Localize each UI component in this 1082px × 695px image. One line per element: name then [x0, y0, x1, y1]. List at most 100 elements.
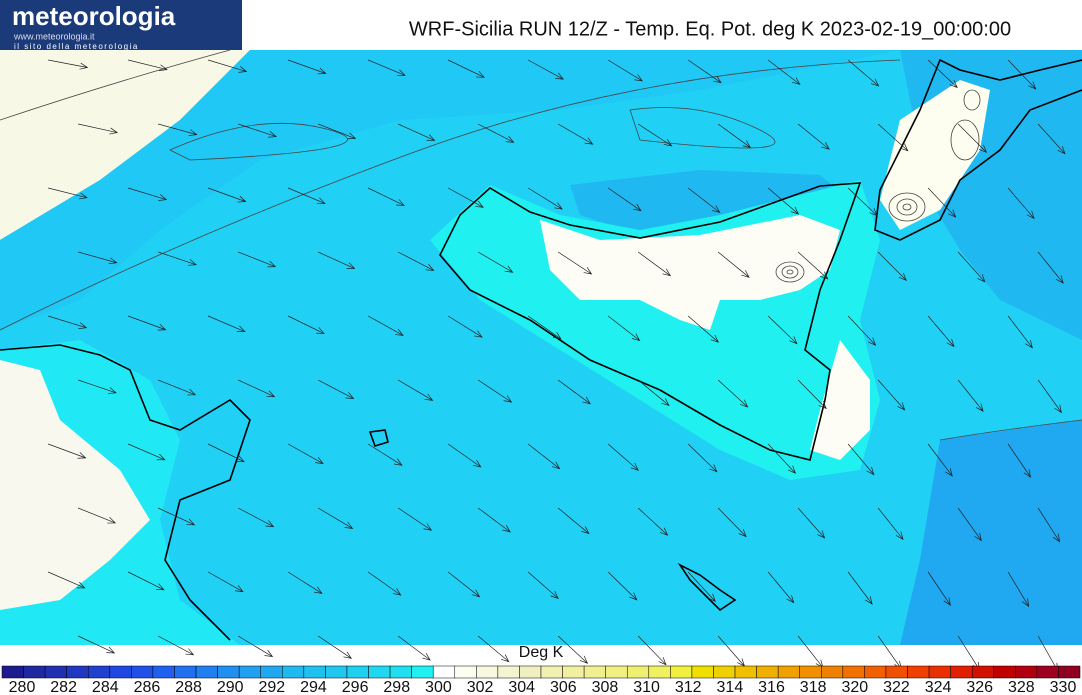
wind-arrow — [1007, 59, 1037, 90]
wind-arrow — [287, 571, 323, 594]
wind-arrow — [397, 507, 433, 531]
colorbar-tick-label: 296 — [342, 679, 369, 695]
wind-arrow — [877, 507, 904, 541]
wind-arrow — [128, 187, 168, 201]
wind-arrow — [317, 379, 355, 399]
logo-url: www.meteorologia.it — [13, 31, 95, 41]
wind-arrow — [287, 443, 324, 464]
wind-arrow — [447, 315, 483, 338]
colorbar-tick-label: 280 — [9, 679, 36, 695]
wind-arrow — [77, 635, 116, 654]
wind-arrow — [367, 59, 406, 76]
field-band — [0, 50, 900, 330]
colorbar-swatch — [562, 665, 585, 679]
wind-arrow — [237, 379, 276, 398]
colorbar-swatch — [971, 665, 995, 679]
wind-arrow — [1007, 443, 1032, 478]
colorbar-swatch — [756, 665, 779, 679]
colorbar-swatch — [907, 665, 930, 679]
cool-area — [570, 170, 850, 235]
colorbar-tick-label: 330 — [1050, 679, 1077, 695]
warm-area — [0, 360, 150, 610]
wind-arrow — [557, 251, 593, 275]
colorbar-swatch — [691, 665, 714, 679]
colorbar-swatch — [1015, 665, 1038, 679]
wind-arrow — [847, 571, 873, 605]
cool-area — [900, 420, 1082, 645]
wind-arrow — [607, 571, 638, 601]
wind-arrow — [797, 123, 830, 150]
colorbar-swatch — [152, 665, 175, 679]
wind-arrow — [927, 187, 957, 218]
wind-arrow — [957, 251, 986, 283]
wind-arrow — [157, 379, 197, 396]
wind-arrow — [367, 315, 404, 336]
wind-arrow — [767, 187, 800, 215]
colorbar-swatch — [174, 665, 197, 679]
warm-area — [880, 80, 990, 230]
colorbar-swatch — [540, 665, 563, 679]
wind-arrow — [637, 507, 669, 536]
logo-tagline: il sito della meteorologia — [14, 42, 139, 51]
wind-arrow — [557, 123, 594, 145]
wind-arrow — [477, 251, 514, 273]
wind-arrow — [717, 379, 749, 408]
map — [0, 49, 1082, 672]
wind-arrow — [927, 59, 958, 89]
wind-arrow — [637, 379, 670, 407]
wind-arrow — [557, 379, 591, 405]
colorbar-tick-label: 320 — [841, 679, 868, 695]
wind-arrow — [1007, 187, 1035, 220]
wind-arrow — [447, 571, 481, 598]
wind-arrow — [127, 571, 165, 591]
wind-arrow — [157, 507, 196, 526]
wind-arrow — [78, 379, 117, 394]
wind-arrow — [48, 443, 87, 459]
wind-arrow — [158, 123, 198, 136]
wind-arrow — [207, 315, 246, 333]
colorbar-swatch — [109, 665, 132, 679]
colorbar-swatch — [885, 665, 908, 679]
colorbar-swatch — [1058, 665, 1081, 679]
colorbar-tick-label: 300 — [425, 679, 452, 695]
wind-arrow — [527, 571, 559, 599]
wind-arrow — [717, 251, 750, 278]
colorbar-tick-label: 302 — [467, 679, 494, 695]
wind-arrow — [1037, 123, 1066, 155]
colorbar-swatch — [389, 665, 412, 679]
wind-arrow — [687, 315, 720, 343]
wind-arrow — [557, 507, 590, 535]
wind-arrow — [158, 251, 197, 266]
colorbar-tick-label: 310 — [633, 679, 660, 695]
wind-arrow — [1037, 379, 1062, 414]
wind-arrow — [287, 315, 325, 334]
colorbar-tick-label: 324 — [925, 679, 952, 695]
wind-arrow — [447, 443, 482, 468]
wind-arrow — [527, 187, 563, 210]
colorbar-swatch — [131, 665, 154, 679]
wind-arrow — [447, 187, 484, 208]
wind-arrow — [397, 635, 431, 661]
colorbar-swatch — [432, 665, 456, 679]
colorbar-swatch — [1, 665, 24, 679]
colorbar-swatch — [325, 665, 348, 679]
wind-arrow — [367, 443, 403, 466]
wind-arrow — [687, 187, 721, 214]
colorbar-swatch — [66, 665, 89, 679]
wind-arrow — [367, 187, 405, 206]
wind-arrow — [48, 315, 88, 329]
colorbar-swatch — [303, 665, 326, 679]
colorbar-swatch — [1036, 665, 1059, 679]
colorbar: 280 282 284 286 288 290 292 294 296 298 300 302 304 3… — [1, 665, 1081, 695]
wind-arrow — [717, 123, 752, 149]
colorbar-swatch — [713, 665, 736, 679]
colorbar-swatch — [87, 665, 111, 679]
wind-arrow — [127, 443, 166, 461]
colorbar-swatch — [950, 665, 973, 679]
wind-arrow — [797, 379, 827, 410]
colorbar-swatch — [476, 665, 499, 679]
wind-arrow — [1037, 507, 1061, 543]
colorbar-swatch — [454, 665, 477, 679]
wind-arrow — [47, 571, 86, 589]
